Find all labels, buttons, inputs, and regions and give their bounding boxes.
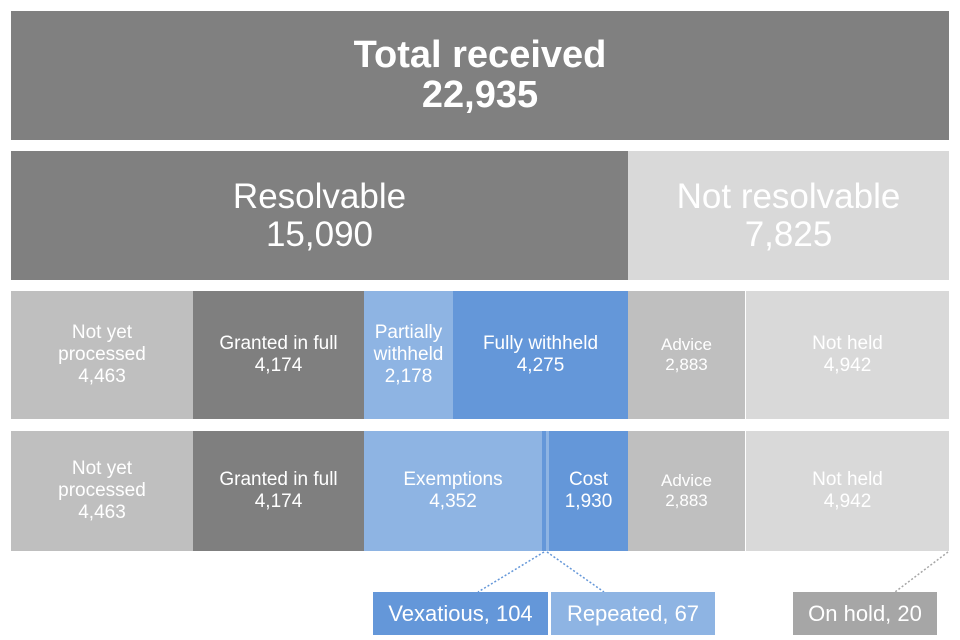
row1-granted-in-full: Granted in full 4,174 <box>193 291 364 419</box>
row2-exemptions-value: 4,352 <box>429 491 477 512</box>
repeated-leader-line <box>546 551 605 593</box>
repeated-callout-text: Repeated, 67 <box>566 600 700 626</box>
not-resolvable-block: Not resolvable 7,825 <box>628 151 949 280</box>
row1-granted-label: Granted in full <box>219 333 338 355</box>
not-resolvable-label: Not resolvable <box>676 176 901 216</box>
row1-not-held-value: 4,942 <box>823 355 872 376</box>
vexatious-callout: Vexatious, 104 <box>373 592 548 635</box>
repeated-callout: Repeated, 67 <box>551 592 715 635</box>
row1-fully-withheld: Fully withheld 4,275 <box>453 291 628 419</box>
row2-advice-label: Advice <box>660 471 713 491</box>
row1-granted-value: 4,174 <box>254 355 303 376</box>
row1-advice-label: Advice <box>660 335 713 355</box>
row1-not-yet-processed-label: Not yet processed <box>58 322 146 366</box>
row1-partially-withheld: Partially withheld 2,178 <box>364 291 453 419</box>
row1-partially-withheld-label: Partially withheld <box>373 322 444 366</box>
row2-not-yet-processed: Not yet processed 4,463 <box>11 431 193 551</box>
total-received-value: 22,935 <box>421 73 539 116</box>
row2-not-held: Not held 4,942 <box>746 431 949 551</box>
row2-cost: Cost 1,930 <box>549 431 628 551</box>
row1-advice: Advice 2,883 <box>628 291 746 419</box>
row1-fully-withheld-value: 4,275 <box>516 355 565 376</box>
repeated-sliver <box>546 431 549 551</box>
row1-not-held: Not held 4,942 <box>746 291 949 419</box>
resolvable-value: 15,090 <box>265 214 374 254</box>
row2-not-held-label: Not held <box>812 469 883 491</box>
vexatious-leader-line <box>477 551 545 593</box>
on-hold-leader-line <box>894 551 949 593</box>
row2-granted-in-full: Granted in full 4,174 <box>193 431 364 551</box>
total-received-block: Total received 22,935 <box>11 11 949 140</box>
row2-not-yet-processed-label: Not yet processed <box>58 458 146 502</box>
row1-advice-value: 2,883 <box>665 355 708 374</box>
total-received-label: Total received <box>353 33 607 76</box>
vexatious-callout-text: Vexatious, 104 <box>388 600 533 626</box>
row1-partially-withheld-value: 2,178 <box>384 365 433 387</box>
row2-cost-label: Cost <box>568 469 609 491</box>
row2-cost-value: 1,930 <box>564 491 613 512</box>
row2-advice: Advice 2,883 <box>628 431 746 551</box>
on-hold-callout-text: On hold, 20 <box>808 600 922 626</box>
row2-granted-value: 4,174 <box>254 491 303 512</box>
row1-fully-withheld-label: Fully withheld <box>482 333 599 355</box>
row1-not-yet-processed-value: 4,463 <box>78 365 126 387</box>
not-resolvable-value: 7,825 <box>744 214 833 254</box>
row2-exemptions-label: Exemptions <box>403 469 503 491</box>
resolvable-label: Resolvable <box>232 176 407 216</box>
row1-not-yet-processed: Not yet processed 4,463 <box>11 291 193 419</box>
row2-advice-value: 2,883 <box>665 491 708 510</box>
row2-not-held-value: 4,942 <box>823 491 872 512</box>
row2-exemptions: Exemptions 4,352 <box>364 431 542 551</box>
row2-not-yet-processed-value: 4,463 <box>78 501 126 523</box>
row1-not-held-label: Not held <box>812 333 883 355</box>
row2-granted-label: Granted in full <box>219 469 338 491</box>
resolvable-block: Resolvable 15,090 <box>11 151 628 280</box>
vexatious-sliver <box>542 431 546 551</box>
on-hold-callout: On hold, 20 <box>793 592 937 635</box>
